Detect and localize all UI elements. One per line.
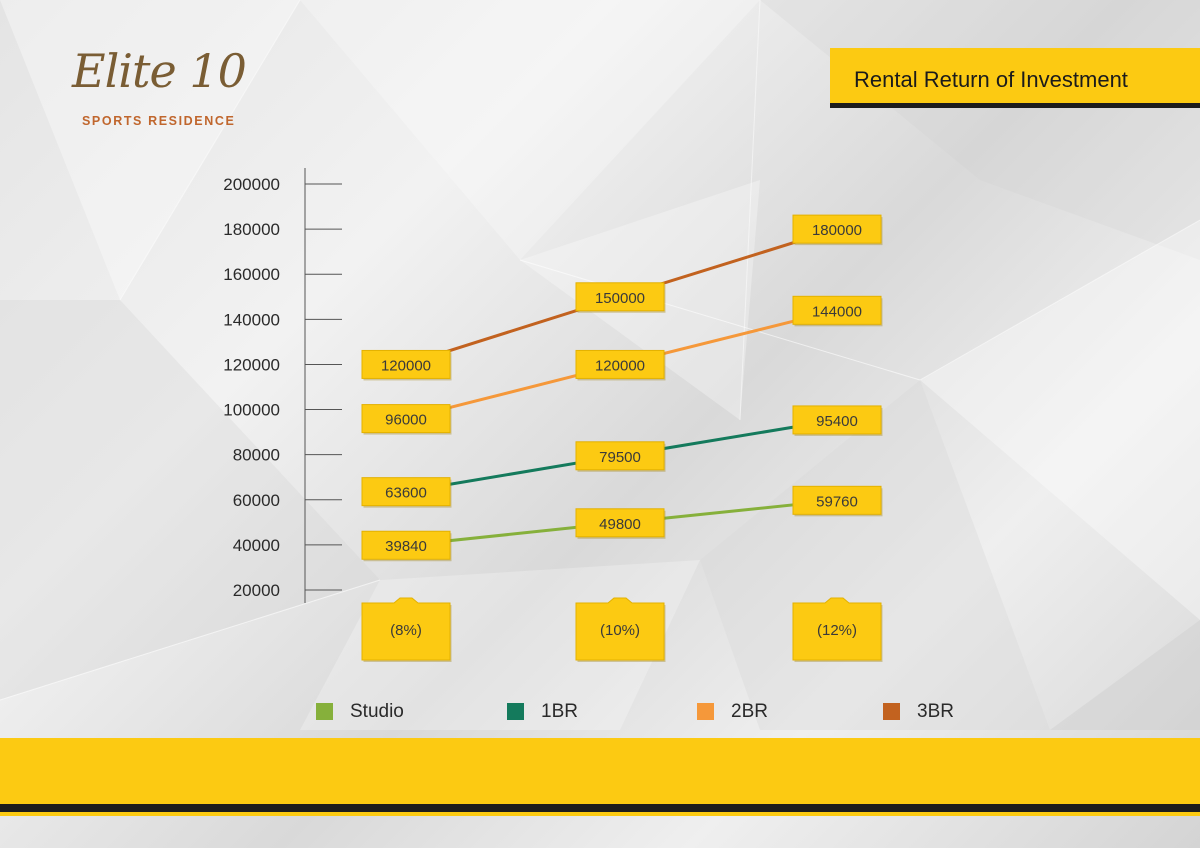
footer-thin-stripe — [0, 812, 1200, 816]
data-label-bg — [575, 349, 665, 379]
category-box: (10%) — [575, 597, 666, 662]
chart-title: Rental Return of Investment — [854, 67, 1128, 92]
data-label-box: 95400 — [792, 405, 883, 436]
data-label: 120000 — [381, 357, 431, 374]
category-box-bg — [361, 597, 451, 661]
data-label: 120000 — [595, 357, 645, 374]
data-label: 39840 — [385, 538, 427, 555]
data-label-box: 59760 — [792, 485, 883, 517]
data-label-bg — [792, 485, 882, 515]
footer-band — [0, 738, 1200, 804]
brand-logo: Elite 10 SPORTS RESIDENCE — [72, 44, 247, 134]
data-label-box: 150000 — [575, 282, 666, 313]
y-tick-label: 160000 — [223, 265, 280, 284]
data-labels: 39840 49800 59760 63600 79500 95400 96000 12000… — [361, 214, 883, 562]
category-box: (12%) — [792, 597, 883, 662]
y-tick-label: 140000 — [223, 310, 280, 329]
data-label: 144000 — [812, 303, 862, 320]
y-tick-label: 20000 — [233, 581, 280, 600]
data-label-box: 120000 — [361, 349, 452, 381]
y-tick-label: 120000 — [223, 355, 280, 374]
category-box-bg — [792, 597, 882, 661]
logo-script: Elite 10 — [72, 44, 247, 98]
logo-subtitle: SPORTS RESIDENCE — [82, 114, 236, 128]
data-label-bg — [361, 530, 451, 560]
series-lines — [405, 227, 838, 547]
data-label: 79500 — [599, 449, 641, 466]
category-label: (8%) — [390, 622, 422, 639]
data-label-box: 96000 — [361, 404, 452, 435]
title-bar: Rental Return of Investment — [830, 48, 1200, 108]
data-label-bg — [792, 214, 882, 244]
data-label-bg — [361, 404, 451, 434]
data-label-bg — [792, 405, 882, 435]
data-label: 96000 — [385, 412, 427, 429]
category-labels: (8%) (10%) (12%) — [361, 597, 883, 662]
y-tick-label: 200000 — [223, 175, 280, 194]
data-label-bg — [792, 295, 882, 325]
data-label-box: 49800 — [575, 508, 666, 539]
category-box-bg — [575, 597, 665, 661]
data-label-box: 144000 — [792, 295, 883, 327]
category-box: (8%) — [361, 597, 452, 662]
y-tick-label: 80000 — [233, 446, 280, 465]
data-label: 150000 — [595, 290, 645, 307]
category-label: (12%) — [817, 622, 857, 639]
data-label: 180000 — [812, 222, 862, 239]
data-label-box: 79500 — [575, 441, 666, 472]
data-label: 63600 — [385, 485, 427, 502]
data-label: 59760 — [816, 493, 858, 510]
data-label-box: 120000 — [575, 349, 666, 381]
footer-dark-stripe — [0, 804, 1200, 812]
y-axis: 200000 180000 160000 140000 120000 100000 8000… — [223, 168, 342, 603]
y-tick-label: 100000 — [223, 401, 280, 420]
data-label-box: 39840 — [361, 530, 452, 562]
data-label-bg — [575, 441, 665, 471]
data-label-bg — [361, 349, 451, 379]
data-label-bg — [361, 477, 451, 507]
data-label: 95400 — [816, 413, 858, 430]
data-label-box: 63600 — [361, 477, 452, 508]
data-label-box: 180000 — [792, 214, 883, 246]
category-label: (10%) — [600, 622, 640, 639]
data-label-bg — [575, 508, 665, 538]
data-label: 49800 — [599, 516, 641, 533]
y-tick-label: 180000 — [223, 220, 280, 239]
y-tick-label: 60000 — [233, 491, 280, 510]
data-label-bg — [575, 282, 665, 312]
y-tick-label: 40000 — [233, 536, 280, 555]
